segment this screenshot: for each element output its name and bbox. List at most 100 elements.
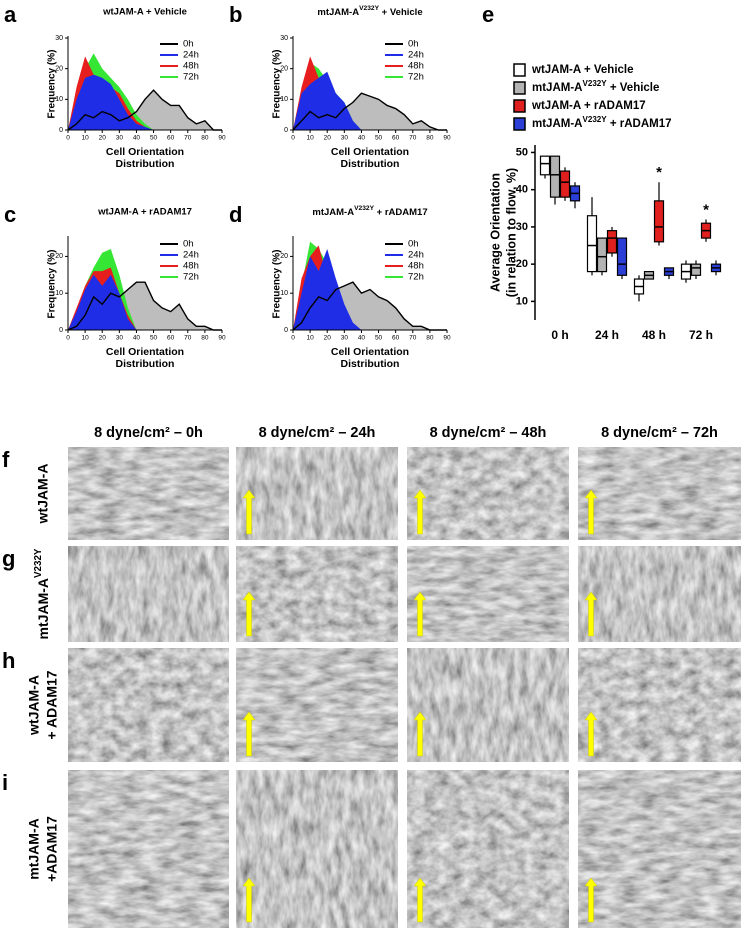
micrograph [236, 447, 398, 540]
legend-label: 0h [408, 239, 419, 250]
x-tick-label: 80 [426, 335, 434, 342]
y-axis-label: Average Orientation [488, 173, 502, 292]
x-tick-label: 30 [341, 335, 349, 342]
x-tick-label: 50 [375, 335, 383, 342]
box [539, 155, 551, 176]
legend-label: 0h [183, 39, 194, 50]
y-axis-label: Frequency (%) [47, 250, 58, 319]
micrograph [236, 648, 398, 762]
x-tick-label: 70 [184, 335, 192, 342]
x-tick-label: 30 [341, 135, 349, 142]
legend-label: 0h [183, 239, 194, 250]
x-axis-label: Distribution [341, 158, 400, 170]
x-tick-label: 40 [358, 335, 366, 342]
legend-label-sup: V232Y [582, 79, 607, 88]
y-tick-label: 20 [516, 258, 528, 270]
y-tick-label: 30 [55, 35, 63, 42]
legend-label-part: + rADAM17 [607, 118, 672, 130]
micrograph [407, 648, 569, 762]
legend-label: 24h [408, 50, 424, 61]
y-tick-label: 0 [284, 127, 288, 134]
legend-swatch [513, 99, 526, 113]
legend-label: 72h [408, 272, 424, 283]
micrograph [68, 648, 229, 762]
y-tick-label: 10 [516, 295, 528, 307]
chart-title-part: mtJAM-A [317, 7, 359, 18]
y-tick-label: 50 [516, 146, 528, 158]
x-tick-label: 50 [375, 135, 383, 142]
x-axis-label: Cell Orientation [331, 346, 409, 358]
y-tick-label: 0 [59, 127, 63, 134]
chart-title: mtJAM-AV232Y + rADAM17 [312, 205, 427, 217]
chart-title-part: + Vehicle [379, 7, 423, 18]
panel-label: i [2, 770, 8, 795]
panel-label: a [4, 2, 17, 27]
x-tick-label: 40 [133, 135, 141, 142]
line [292, 281, 447, 331]
y-tick-label: 30 [280, 35, 288, 42]
y-tick-label: 10 [280, 96, 288, 103]
chart-title: mtJAM-AV232Y + Vehicle [317, 5, 422, 17]
chart-title-part: mtJAM-A [312, 207, 354, 218]
flow-arrow [242, 877, 256, 923]
legend-label: mtJAM-AV232Y + Vehicle [532, 79, 659, 94]
box [596, 237, 608, 273]
flow-arrow [413, 711, 427, 757]
flow-arrow [413, 877, 427, 923]
panel-label: b [229, 2, 242, 27]
y-tick-label: 10 [280, 290, 288, 297]
legend-label: 24h [183, 250, 199, 261]
legend-label: 24h [408, 250, 424, 261]
x-tick-label: 40 [358, 135, 366, 142]
x-tick-label: 30 [116, 135, 124, 142]
column-header: 8 dyne/cm² – 48h [430, 425, 547, 441]
legend-label: 0h [408, 39, 419, 50]
panel-label: f [2, 447, 10, 472]
x-tick-label: 50 [150, 135, 158, 142]
y-axis-label: Frequency (%) [272, 250, 283, 319]
y-tick-label: 20 [280, 253, 288, 260]
box [653, 200, 665, 243]
area [293, 249, 447, 330]
x-tick-label: 0 [291, 135, 295, 142]
x-tick-label: 10 [306, 135, 314, 142]
x-tick-label: 90 [443, 135, 451, 142]
y-axis-label: Frequency (%) [272, 50, 283, 119]
panel-label: e [482, 2, 494, 27]
legend-label: 48h [183, 61, 199, 72]
row-label: +ADAM17 [44, 816, 60, 882]
micrograph [578, 770, 741, 928]
flow-arrow [242, 711, 256, 757]
chart-title: wtJAM-A + rADAM17 [97, 207, 192, 218]
y-tick-label: 0 [284, 327, 288, 334]
micrograph [578, 648, 741, 762]
x-tick-label: 70 [409, 335, 417, 342]
row-label: + ADAM17 [44, 670, 60, 739]
box [606, 230, 618, 254]
x-tick-label: 10 [81, 335, 89, 342]
legend-label: 48h [408, 261, 424, 272]
x-axis-label: Distribution [116, 358, 175, 370]
x-tick-label: 70 [409, 135, 417, 142]
x-tick-label: 10 [81, 135, 89, 142]
row-label: wtJAM-A [35, 464, 51, 525]
box [586, 215, 598, 273]
box [690, 263, 702, 276]
area [293, 71, 447, 130]
y-tick-label: 20 [55, 66, 63, 73]
chart-title-sup: V232Y [359, 5, 380, 12]
x-tick-label: 20 [99, 135, 107, 142]
x-tick-label: 70 [184, 135, 192, 142]
line [292, 92, 447, 131]
row-label-part: mtJAM-A [35, 578, 51, 639]
y-axis-label: (in relation to flow, %) [504, 168, 518, 297]
x-axis-label: Cell Orientation [331, 146, 409, 158]
legend-swatch [513, 63, 526, 77]
annotation: * [703, 201, 709, 218]
x-tick-label: 60 [392, 335, 400, 342]
box [549, 155, 561, 198]
column-header: 8 dyne/cm² – 72h [601, 425, 718, 441]
legend-label-part: mtJAM-A [532, 118, 582, 130]
flow-arrow [242, 489, 256, 535]
x-tick-label: 60 [167, 135, 175, 142]
